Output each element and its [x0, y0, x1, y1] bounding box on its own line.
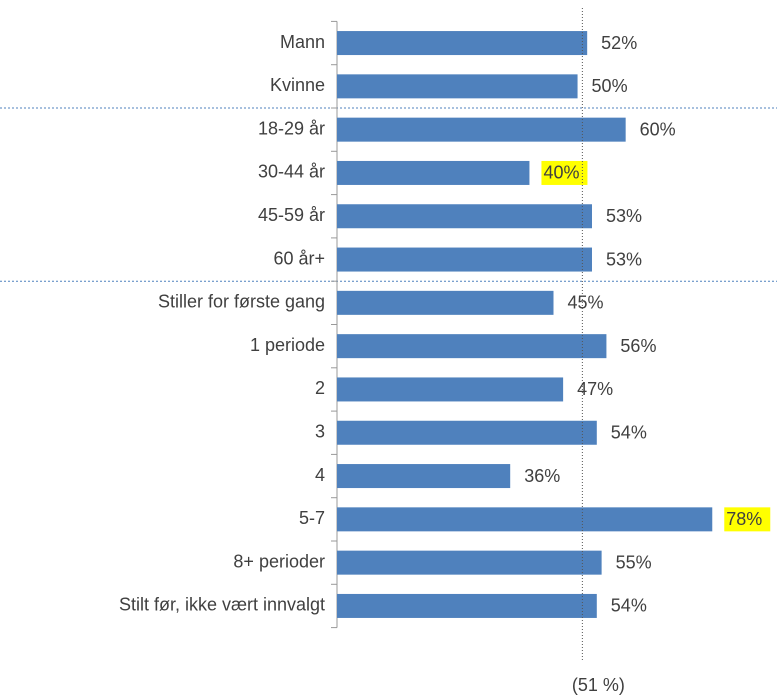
bar	[337, 117, 626, 142]
category-label: Stilt før, ikke vært innvalgt	[119, 595, 325, 615]
bar	[337, 290, 554, 315]
category-label: 5-7	[299, 508, 325, 528]
value-label: 54%	[611, 423, 647, 443]
value-label: 50%	[592, 76, 628, 96]
value-label: 78%	[726, 509, 762, 529]
bar	[337, 377, 564, 402]
category-label: 2	[315, 378, 325, 398]
bar	[337, 31, 588, 56]
value-label: 45%	[568, 293, 604, 313]
category-label: Kvinne	[270, 75, 325, 95]
value-label: 52%	[601, 33, 637, 53]
bar	[337, 74, 578, 99]
bar	[337, 204, 592, 229]
value-label: 60%	[640, 119, 676, 139]
bar	[337, 464, 511, 489]
value-label: 47%	[577, 379, 613, 399]
value-label: 53%	[606, 249, 642, 269]
category-label: Stiller for første gang	[158, 292, 325, 312]
value-label: 36%	[524, 466, 560, 486]
label-highlight	[724, 507, 771, 532]
bar	[337, 420, 597, 445]
bar	[337, 334, 607, 359]
category-label: 60 år+	[273, 248, 325, 268]
category-label: 18-29 år	[258, 118, 325, 138]
category-label: 1 periode	[250, 335, 325, 355]
value-label: 40%	[543, 163, 579, 183]
bar	[337, 247, 592, 272]
category-label: 30-44 år	[258, 162, 325, 182]
category-label: 45-59 år	[258, 205, 325, 225]
category-label: Mann	[280, 32, 325, 52]
label-highlight	[541, 160, 588, 185]
value-label: 55%	[616, 552, 652, 572]
category-label: 3	[315, 422, 325, 442]
bar	[337, 550, 602, 575]
value-label: 56%	[620, 336, 656, 356]
bar	[337, 507, 713, 532]
bar	[337, 593, 597, 618]
category-label: 8+ perioder	[233, 551, 325, 571]
bar	[337, 160, 530, 185]
value-label: 53%	[606, 206, 642, 226]
category-label: 4	[315, 465, 325, 485]
value-label: 54%	[611, 596, 647, 616]
reference-label: (51 %)	[572, 675, 625, 695]
